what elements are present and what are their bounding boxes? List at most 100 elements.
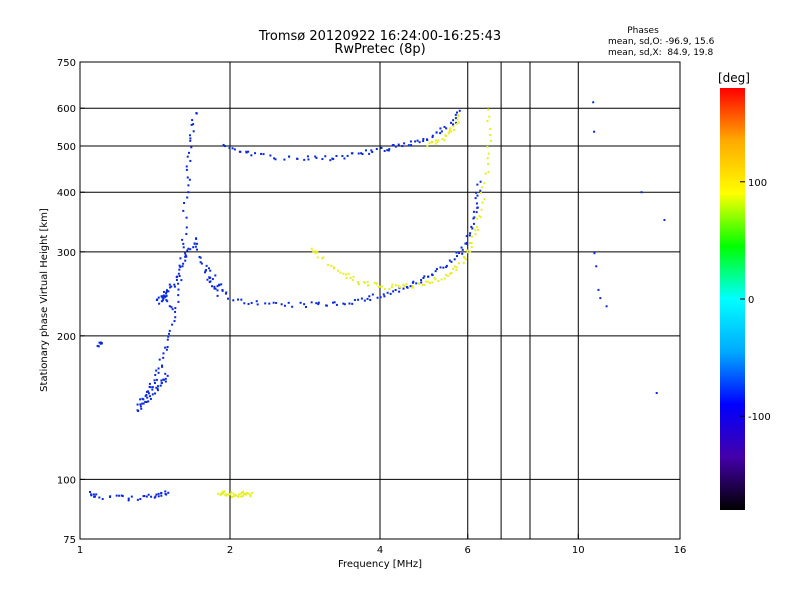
data-point xyxy=(243,302,246,305)
data-point xyxy=(168,305,171,308)
data-point xyxy=(158,302,161,305)
data-point xyxy=(422,138,425,141)
data-point xyxy=(179,257,182,260)
data-point xyxy=(457,115,460,118)
data-point xyxy=(383,295,386,298)
data-point xyxy=(90,494,93,497)
data-point xyxy=(99,342,102,345)
data-point xyxy=(234,494,237,497)
data-point xyxy=(239,150,242,153)
data-point xyxy=(162,356,165,359)
data-point xyxy=(383,287,386,290)
data-point xyxy=(147,392,150,395)
data-point xyxy=(165,493,168,496)
data-point xyxy=(151,393,154,396)
data-point xyxy=(431,136,434,139)
data-point xyxy=(199,256,202,259)
data-point xyxy=(380,146,383,149)
data-point xyxy=(351,302,354,305)
data-point xyxy=(139,403,142,406)
data-point xyxy=(442,266,445,269)
data-point xyxy=(287,301,290,304)
data-point xyxy=(431,134,434,137)
data-point xyxy=(139,497,142,500)
data-point xyxy=(164,292,167,295)
grid-lines xyxy=(80,62,680,539)
data-point xyxy=(351,152,354,155)
data-point xyxy=(283,304,286,307)
data-point xyxy=(139,405,142,408)
data-point xyxy=(473,216,476,219)
data-point xyxy=(299,301,302,304)
data-point xyxy=(445,266,448,269)
y-tick-label: 600 xyxy=(57,104,76,115)
data-point xyxy=(427,280,430,283)
data-point xyxy=(423,283,426,286)
data-point xyxy=(481,201,484,204)
data-point xyxy=(332,301,335,304)
data-point xyxy=(182,209,185,212)
data-point xyxy=(487,171,490,174)
data-point xyxy=(139,398,142,401)
data-point xyxy=(179,265,182,268)
data-point xyxy=(186,155,189,158)
data-point xyxy=(198,256,201,259)
data-point xyxy=(195,237,198,240)
data-point xyxy=(373,281,376,284)
data-point xyxy=(167,290,170,293)
data-point xyxy=(232,492,235,495)
data-point xyxy=(457,262,460,265)
data-point xyxy=(347,272,350,275)
data-point xyxy=(184,255,187,258)
data-point xyxy=(157,296,160,299)
data-point xyxy=(185,255,188,258)
data-point xyxy=(337,269,340,272)
data-point xyxy=(455,268,458,271)
series-x-mode xyxy=(217,108,492,499)
data-point xyxy=(592,101,595,104)
data-point xyxy=(170,306,173,309)
data-point xyxy=(472,217,475,220)
data-point xyxy=(465,235,468,238)
data-point xyxy=(480,186,483,189)
data-point xyxy=(163,296,166,299)
data-point xyxy=(462,256,465,259)
data-point xyxy=(109,495,112,498)
data-point xyxy=(489,133,492,136)
data-point xyxy=(415,282,418,285)
data-point xyxy=(127,497,130,500)
data-point xyxy=(177,272,180,275)
data-point xyxy=(402,287,405,290)
data-point xyxy=(89,490,92,493)
data-point xyxy=(303,303,306,306)
data-point xyxy=(240,495,243,498)
data-point xyxy=(173,320,176,323)
data-point xyxy=(140,407,143,410)
y-axis-label: Stationary phase Virtual Height [km] xyxy=(39,208,50,392)
data-point xyxy=(392,290,395,293)
data-point xyxy=(475,202,478,205)
data-point xyxy=(431,274,434,277)
data-point xyxy=(605,305,608,308)
colorbar-ticks: 100 0 -100 xyxy=(740,178,771,423)
data-point xyxy=(229,493,232,496)
data-point xyxy=(144,400,147,403)
data-point xyxy=(450,130,453,133)
data-point xyxy=(190,146,193,149)
data-point xyxy=(97,345,100,348)
data-point xyxy=(469,232,472,235)
data-point xyxy=(121,495,124,498)
data-point xyxy=(167,332,170,335)
data-point xyxy=(366,297,369,300)
data-point xyxy=(401,145,404,148)
data-point xyxy=(208,276,211,279)
data-point xyxy=(183,202,186,205)
data-point xyxy=(211,278,214,281)
data-point xyxy=(154,373,157,376)
x-tick-label: 16 xyxy=(674,545,687,556)
data-point xyxy=(446,274,449,277)
data-point xyxy=(153,496,156,499)
data-point xyxy=(156,389,159,392)
data-point xyxy=(349,276,352,279)
data-point xyxy=(184,252,187,255)
